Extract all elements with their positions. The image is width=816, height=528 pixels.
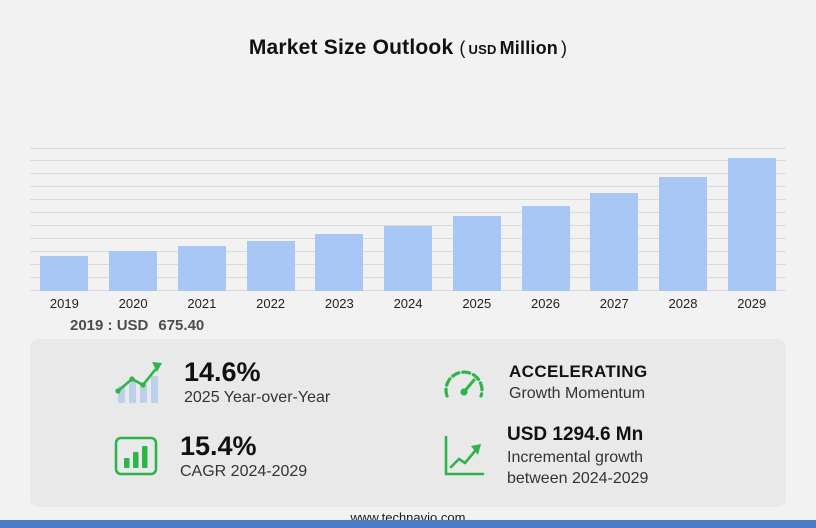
stat-incremental-label-line1: Incremental growth (507, 449, 644, 467)
x-tick-label-2029: 2029 (737, 296, 767, 311)
bottom-accent-bar (0, 520, 816, 528)
chart-annotation-2019: 2019 : USD 675.40 (70, 316, 786, 335)
title-main: Market Size Outlook (248, 36, 454, 59)
bar-column-2021 (167, 149, 236, 291)
title-unit: (USD Million) (459, 38, 567, 58)
x-tick-label-2023: 2023 (324, 296, 354, 311)
bar-column-2025 (442, 149, 511, 291)
stat-incremental-text: USD 1294.6 Mn Incremental growth between… (507, 423, 648, 489)
bar-column-2020 (99, 149, 168, 291)
annotation-label: 2019 : USD (70, 317, 149, 334)
bar-2029 (727, 157, 776, 291)
x-tick-label-2028: 2028 (668, 296, 698, 311)
x-tick-label-2026: 2026 (531, 296, 560, 311)
stat-cagr: 15.4% CAGR 2024-2029 (112, 431, 439, 482)
stat-cagr-label: CAGR 2024-2029 (180, 462, 308, 480)
title-unit-label: Million (499, 38, 558, 58)
bar-column-2023 (305, 149, 374, 291)
bar-2019 (40, 255, 89, 291)
x-tick-label-2024: 2024 (393, 296, 423, 311)
stat-incremental-label-line2: between 2024-2029 (507, 470, 649, 488)
bar-column-2026 (511, 149, 580, 291)
x-tick-label-2022: 2022 (256, 296, 286, 311)
bar-column-2029 (717, 149, 786, 291)
stats-panel: 14.6% 2025 Year-over-Year ACCELERATING G… (30, 339, 786, 507)
stat-incremental-currency: USD (507, 424, 548, 446)
chart-plot (30, 148, 786, 291)
stat-yoy-text: 14.6% 2025 Year-over-Year (184, 357, 330, 408)
bar-2022 (246, 240, 295, 291)
stat-incremental: USD 1294.6 Mn Incremental growth between… (439, 423, 766, 489)
stat-momentum-label: Growth Momentum (509, 384, 646, 402)
stat-yoy-label: 2025 Year-over-Year (184, 388, 331, 406)
bar-column-2024 (374, 149, 443, 291)
stat-momentum: ACCELERATING Growth Momentum (439, 361, 766, 404)
bar-2024 (384, 225, 433, 291)
x-tick-label-2021: 2021 (187, 296, 217, 311)
stat-yoy-value: 14.6% (184, 356, 261, 387)
bar-column-2022 (236, 149, 305, 291)
x-tick-label-2025: 2025 (462, 296, 492, 311)
x-tick-label-2027: 2027 (599, 296, 629, 311)
bar-column-2019 (30, 149, 99, 291)
page-title: Market Size Outlook(USD Million) (0, 0, 816, 64)
bar-2020 (109, 251, 158, 291)
stat-momentum-text: ACCELERATING Growth Momentum (509, 361, 648, 404)
market-size-bar-chart: 2019 2020 2021 2022 2023 2024 2025 2026 2027 2028… (30, 148, 786, 335)
title-currency: USD (468, 42, 497, 57)
stat-incremental-value: USD 1294.6 Mn (507, 423, 648, 447)
bar-trend-icon (112, 358, 164, 406)
stat-cagr-value: 15.4% (180, 430, 257, 461)
bar-2027 (590, 192, 639, 291)
chart-x-axis: 2019 2020 2021 2022 2023 2024 2025 2026 2027 2028… (30, 296, 786, 312)
bar-2028 (658, 177, 707, 291)
bar-column-2027 (580, 149, 649, 291)
title-open-paren: ( (459, 38, 466, 58)
bar-2025 (452, 216, 501, 291)
bar-2021 (177, 246, 226, 291)
stat-yoy: 14.6% 2025 Year-over-Year (112, 357, 439, 408)
bar-2023 (315, 233, 364, 291)
bar-2026 (521, 205, 570, 291)
x-tick-label-2019: 2019 (49, 296, 79, 311)
stat-momentum-value: ACCELERATING (509, 361, 648, 381)
stat-cagr-text: 15.4% CAGR 2024-2029 (180, 431, 307, 482)
title-close-paren: ) (560, 38, 568, 58)
chart-box-icon (112, 433, 160, 479)
annotation-value: 675.40 (158, 317, 205, 334)
growth-arrow-icon (439, 433, 487, 479)
x-tick-label-2020: 2020 (118, 296, 148, 311)
bar-column-2028 (649, 149, 718, 291)
stat-incremental-amount: 1294.6 Mn (552, 424, 644, 446)
speedometer-icon (439, 361, 489, 403)
